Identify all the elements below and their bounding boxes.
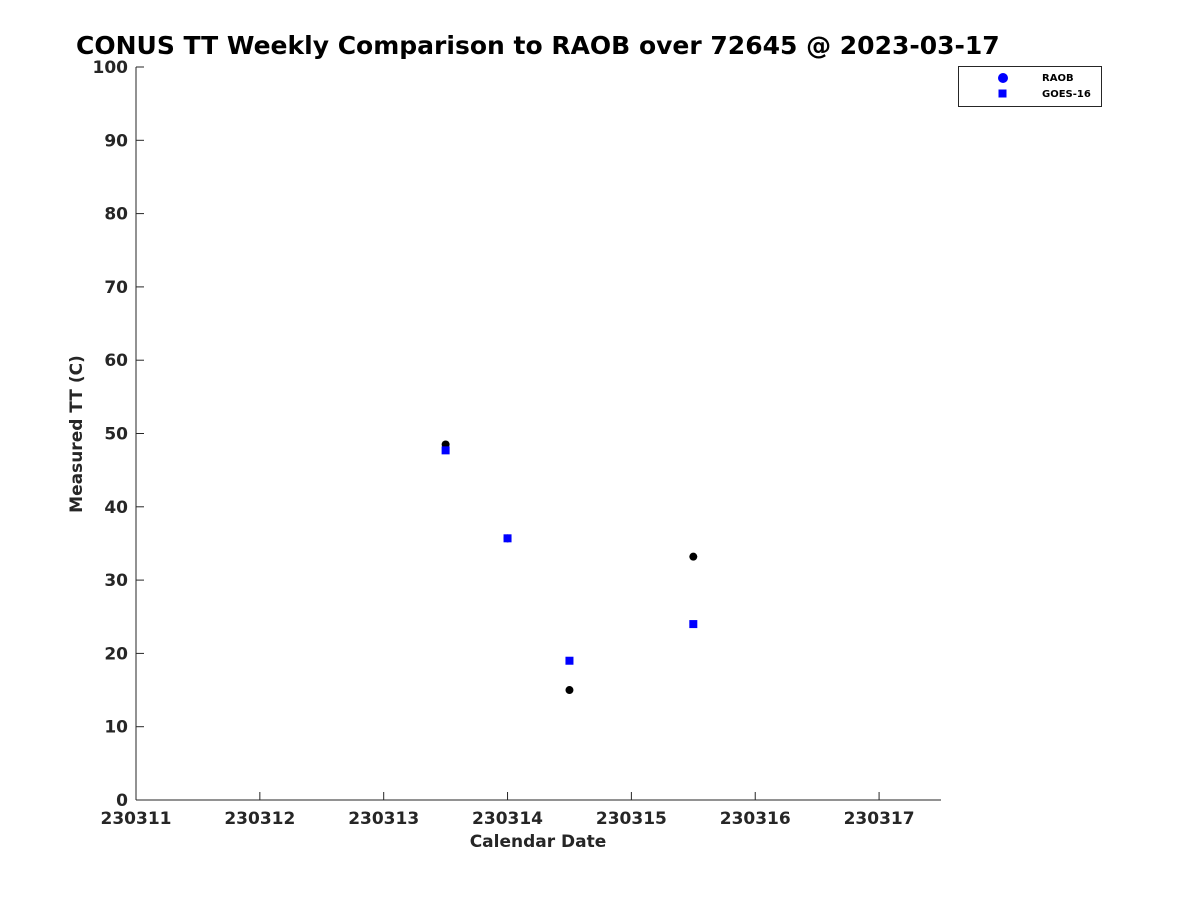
- x-tick-label: 230317: [844, 809, 915, 829]
- y-tick-label: 100: [93, 58, 129, 78]
- y-ticks: 0 10 20 30 40 50 60 70 80 90 100: [93, 58, 144, 811]
- y-tick-label: 90: [104, 131, 128, 151]
- y-tick-label: 50: [104, 425, 128, 445]
- x-tick-label: 230311: [101, 809, 172, 829]
- legend-goes16-marker: [998, 89, 1007, 98]
- y-tick-label: 10: [104, 718, 128, 738]
- y-tick-label: 30: [104, 571, 128, 591]
- raob-point: [565, 686, 574, 695]
- x-tick-label: 230313: [348, 809, 419, 829]
- y-axis-label: Measured TT (C): [67, 355, 87, 513]
- goes16-point: [441, 446, 450, 455]
- x-tick-label: 230314: [472, 809, 543, 829]
- chart-title: CONUS TT Weekly Comparison to RAOB over …: [76, 31, 1000, 60]
- legend-box: [958, 66, 1102, 107]
- goes16-point: [689, 620, 698, 629]
- y-tick-label: 20: [104, 644, 128, 664]
- legend-raob-marker: [998, 73, 1008, 83]
- raob-point: [689, 552, 698, 561]
- x-tick-label: 230312: [224, 809, 295, 829]
- goes16-point: [503, 534, 512, 543]
- y-tick-label: 40: [104, 498, 128, 518]
- data-points: [441, 440, 698, 695]
- x-tick-label: 230316: [720, 809, 791, 829]
- goes16-point: [565, 656, 574, 665]
- x-ticks: 230311 230312 230313 230314 230315 230316 2303…: [101, 792, 915, 829]
- legend-raob-label: RAOB: [1042, 73, 1074, 84]
- legend-goes16-label: GOES-16: [1042, 89, 1091, 100]
- x-axis-label: Calendar Date: [470, 832, 607, 852]
- y-tick-label: 0: [116, 791, 128, 811]
- y-tick-label: 80: [104, 205, 128, 225]
- y-tick-label: 70: [104, 278, 128, 298]
- legend: RAOB GOES-16: [958, 66, 1102, 107]
- axes: [135, 67, 941, 801]
- x-tick-label: 230315: [596, 809, 667, 829]
- y-tick-label: 60: [104, 351, 128, 371]
